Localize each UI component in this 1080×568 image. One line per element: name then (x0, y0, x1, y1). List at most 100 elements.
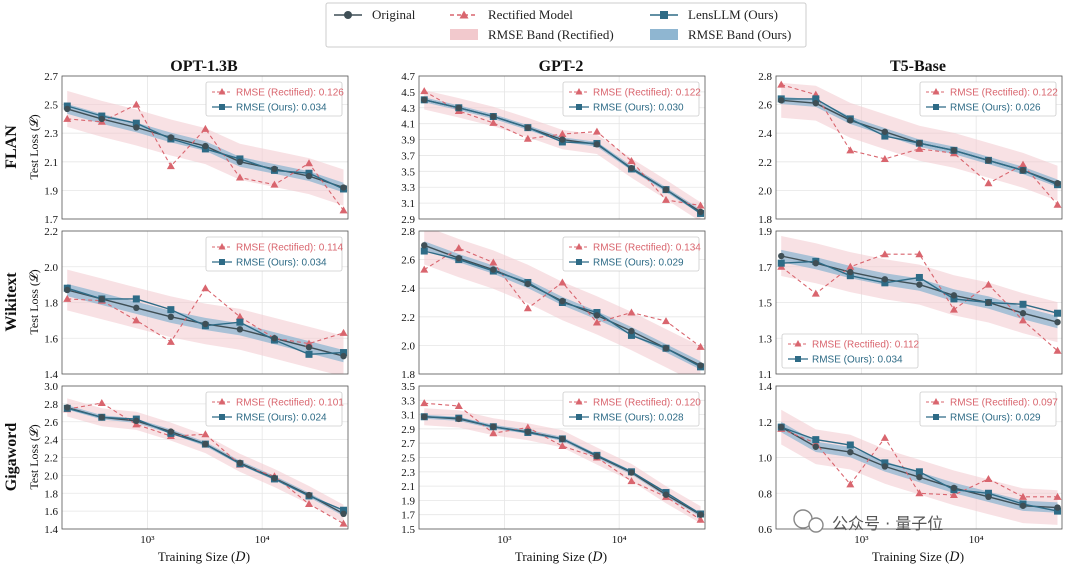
panel-legend-ours-marker (933, 414, 939, 420)
point-original (421, 242, 428, 249)
point-original (98, 414, 105, 421)
legend-lens-marker (660, 11, 668, 19)
y-tick-label: 2.7 (44, 71, 58, 83)
point-original (455, 104, 462, 111)
point-rectified (915, 250, 924, 258)
point-original (1019, 502, 1027, 509)
point-original (167, 428, 175, 435)
point-original (340, 184, 347, 191)
y-tick-label: 2.1 (401, 481, 415, 493)
point-rectified (489, 258, 498, 266)
y-tick-label: 1.9 (758, 226, 772, 238)
panel-plot-area (777, 236, 1062, 354)
y-tick-label: 2.0 (758, 185, 772, 197)
panel-frame (418, 230, 706, 375)
panel-legend: RMSE (Rectified): 0.126 RMSE (Ours): 0.03… (205, 81, 344, 117)
y-tick-label: 1.6 (44, 333, 58, 345)
panel-frame (61, 230, 349, 375)
point-rectified (235, 173, 244, 181)
point-original (236, 326, 244, 333)
panel-legend-rmse-ours: RMSE (Ours): 0.029 (950, 413, 1041, 424)
point-rectified (166, 337, 175, 345)
y-label-row-2: Test Loss (𝓛) (27, 269, 41, 334)
point-rectified (489, 118, 498, 126)
panel-plot-area (777, 409, 1062, 525)
y-tick-label: 1.0 (758, 453, 772, 465)
point-original (778, 97, 785, 104)
panel-plot-area (420, 87, 705, 219)
y-tick-label: 2.4 (758, 128, 772, 140)
point-original (916, 140, 923, 147)
point-rectified (132, 100, 141, 108)
point-original (881, 276, 889, 283)
y-tick-label: 2.2 (401, 312, 415, 324)
point-original (236, 459, 244, 467)
y-tick-label: 2.7 (401, 438, 415, 450)
point-original (812, 99, 819, 107)
panel-legend-rmse-ours: RMSE (Ours): 0.034 (236, 103, 327, 114)
panel-legend-ours-marker (576, 104, 582, 110)
point-original (305, 491, 313, 499)
point-original (490, 113, 497, 120)
point-lens (167, 306, 175, 314)
x-tick-label: 10³ (854, 534, 869, 546)
legend-original: Original (334, 7, 416, 22)
panel-legend-ours-marker (219, 414, 225, 420)
panel-frame (418, 385, 706, 530)
panel-legend-rmse-ours: RMSE (Ours): 0.024 (236, 413, 327, 424)
panel-legend-rect-marker (218, 88, 226, 95)
y-tick-label: 1.5 (758, 298, 772, 310)
point-rectified (420, 87, 429, 95)
panel-legend-rmse-ours: RMSE (Ours): 0.034 (236, 258, 327, 269)
panel-legend-rmse-ours: RMSE (Ours): 0.026 (950, 103, 1041, 114)
y-tick-label: 2.0 (44, 470, 58, 482)
point-original (271, 335, 278, 342)
point-rectified (489, 429, 498, 437)
legend-band-rect-label: RMSE Band (Rectified) (488, 27, 614, 42)
panel-legend-rect-marker (218, 243, 226, 250)
point-rectified (304, 499, 313, 507)
point-lens (340, 349, 348, 357)
x-label-col-1: Training Size (𝐷) (158, 549, 250, 564)
point-rectified (880, 433, 889, 441)
point-rectified (592, 318, 601, 326)
panel-flan-t5base: 1.8 2.0 2.2 2.4 2.6 2.8 RMSE (Rectified): 0.12… (758, 71, 1063, 226)
col-title-gpt2: GPT-2 (539, 58, 584, 75)
panel-legend-rmse-ours: RMSE (Ours): 0.030 (593, 103, 684, 114)
point-rectified (696, 201, 705, 209)
point-rectified (523, 134, 532, 142)
point-original (98, 115, 105, 123)
panel-legend-frame (562, 81, 700, 117)
col-title-opt: OPT-1.3B (170, 58, 238, 75)
point-rectified (984, 280, 993, 288)
rmse-band-ours (781, 421, 1058, 513)
y-tick-label: 2.3 (44, 128, 58, 140)
y-tick-label: 3.1 (401, 198, 415, 210)
point-original (305, 343, 313, 351)
panel-legend-rmse-rectified: RMSE (Rectified): 0.112 (812, 340, 920, 351)
panel-frame (61, 385, 349, 530)
point-original (421, 96, 428, 104)
y-tick-label: 2.9 (401, 214, 415, 226)
point-lens (305, 350, 313, 358)
y-tick-label: 2.2 (758, 157, 772, 169)
point-original (524, 428, 532, 435)
legend-lens: LensLLM (Ours) (650, 7, 778, 22)
point-rectified (166, 162, 175, 170)
row-title-flan: FLAN (3, 125, 20, 169)
point-rectified (201, 430, 210, 438)
y-tick-label: 2.4 (401, 283, 415, 295)
point-original (1019, 310, 1027, 317)
y-tick-label: 2.8 (401, 226, 415, 238)
point-original (662, 186, 670, 193)
point-original (950, 292, 958, 299)
y-tick-label: 1.7 (758, 262, 772, 274)
panel-legend-rmse-rectified: RMSE (Rectified): 0.134 (593, 243, 701, 254)
point-lens (846, 272, 854, 280)
row-title-wikitext: Wikitext (3, 272, 20, 332)
panel-plot-area (63, 269, 348, 374)
series-line-rectified (424, 402, 701, 521)
panel-legend-frame (562, 236, 700, 272)
